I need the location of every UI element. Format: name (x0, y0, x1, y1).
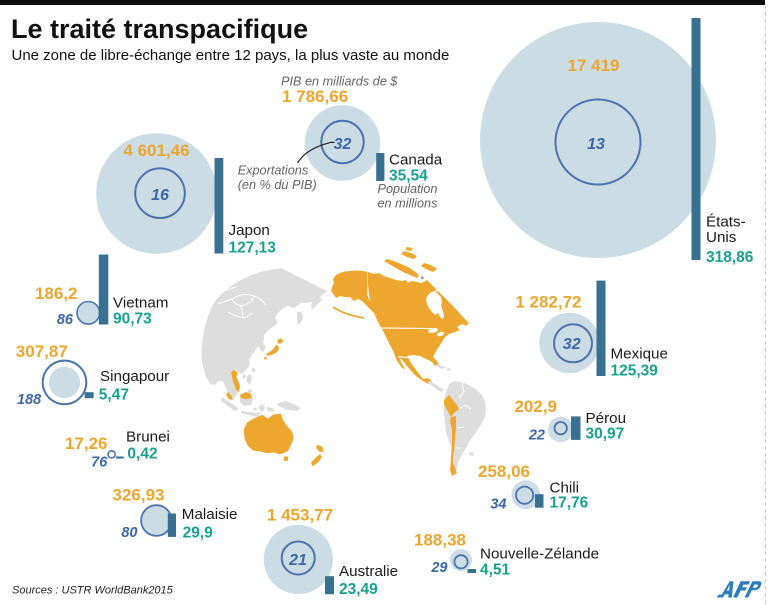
svg-text:Unis: Unis (706, 229, 737, 246)
svg-text:17,26: 17,26 (65, 434, 108, 453)
svg-text:127,13: 127,13 (229, 240, 277, 257)
svg-text:188,38: 188,38 (414, 531, 466, 550)
svg-text:Exportations: Exportations (238, 164, 309, 178)
svg-text:16: 16 (151, 187, 169, 204)
svg-text:Population: Population (378, 182, 438, 196)
svg-text:326,93: 326,93 (113, 486, 165, 505)
svg-text:21: 21 (288, 552, 307, 569)
svg-text:États-: États- (706, 214, 746, 231)
svg-text:Japon: Japon (229, 222, 270, 239)
svg-text:80: 80 (121, 525, 137, 541)
svg-text:17,76: 17,76 (550, 495, 589, 512)
svg-text:(en % du PIB): (en % du PIB) (238, 178, 317, 192)
svg-text:34: 34 (490, 497, 506, 513)
svg-text:Brunei: Brunei (126, 429, 170, 446)
svg-text:32: 32 (563, 336, 581, 353)
svg-text:307,87: 307,87 (16, 342, 68, 361)
svg-text:0,42: 0,42 (127, 446, 157, 463)
svg-text:86: 86 (57, 312, 74, 328)
svg-text:PIB en milliards de $: PIB en milliards de $ (281, 75, 398, 89)
svg-text:188: 188 (17, 392, 42, 408)
svg-text:125,39: 125,39 (611, 363, 659, 380)
svg-text:258,06: 258,06 (478, 462, 530, 481)
svg-text:4 601,46: 4 601,46 (123, 141, 189, 160)
svg-text:17 419: 17 419 (568, 56, 620, 75)
svg-text:1 453,77: 1 453,77 (267, 506, 333, 525)
svg-text:1 282,72: 1 282,72 (515, 293, 581, 312)
svg-text:29,9: 29,9 (183, 525, 214, 542)
svg-text:Australie: Australie (339, 563, 398, 580)
svg-text:1 786,66: 1 786,66 (282, 87, 348, 106)
svg-text:35,54: 35,54 (389, 168, 428, 185)
svg-text:32: 32 (334, 136, 352, 153)
svg-text:23,49: 23,49 (339, 581, 378, 598)
svg-text:Mexique: Mexique (611, 346, 668, 363)
svg-text:Pérou: Pérou (586, 410, 627, 427)
svg-text:30,97: 30,97 (586, 426, 625, 443)
svg-text:Sources : USTR WorldBank2015: Sources : USTR WorldBank2015 (12, 585, 174, 597)
svg-text:318,86: 318,86 (706, 249, 754, 266)
svg-text:202,9: 202,9 (514, 397, 557, 416)
svg-text:Nouvelle-Zélande: Nouvelle-Zélande (480, 546, 599, 563)
svg-text:5,47: 5,47 (99, 387, 129, 404)
svg-text:90,73: 90,73 (113, 311, 152, 328)
svg-text:4,51: 4,51 (480, 562, 511, 579)
svg-text:186,2: 186,2 (35, 284, 78, 303)
svg-text:Le traité transpacifique: Le traité transpacifique (11, 14, 308, 44)
svg-text:Une zone de libre-échange entr: Une zone de libre-échange entre 12 pays,… (12, 47, 450, 64)
svg-text:Chili: Chili (550, 480, 580, 497)
svg-text:22: 22 (528, 428, 545, 444)
svg-text:13: 13 (587, 136, 605, 153)
svg-text:Vietnam: Vietnam (113, 295, 168, 312)
svg-text:en millions: en millions (378, 197, 439, 211)
svg-text:29: 29 (430, 560, 447, 576)
svg-text:Canada: Canada (389, 152, 443, 169)
svg-text:76: 76 (91, 455, 108, 471)
svg-text:Singapour: Singapour (100, 368, 169, 385)
svg-text:Malaisie: Malaisie (182, 506, 238, 523)
